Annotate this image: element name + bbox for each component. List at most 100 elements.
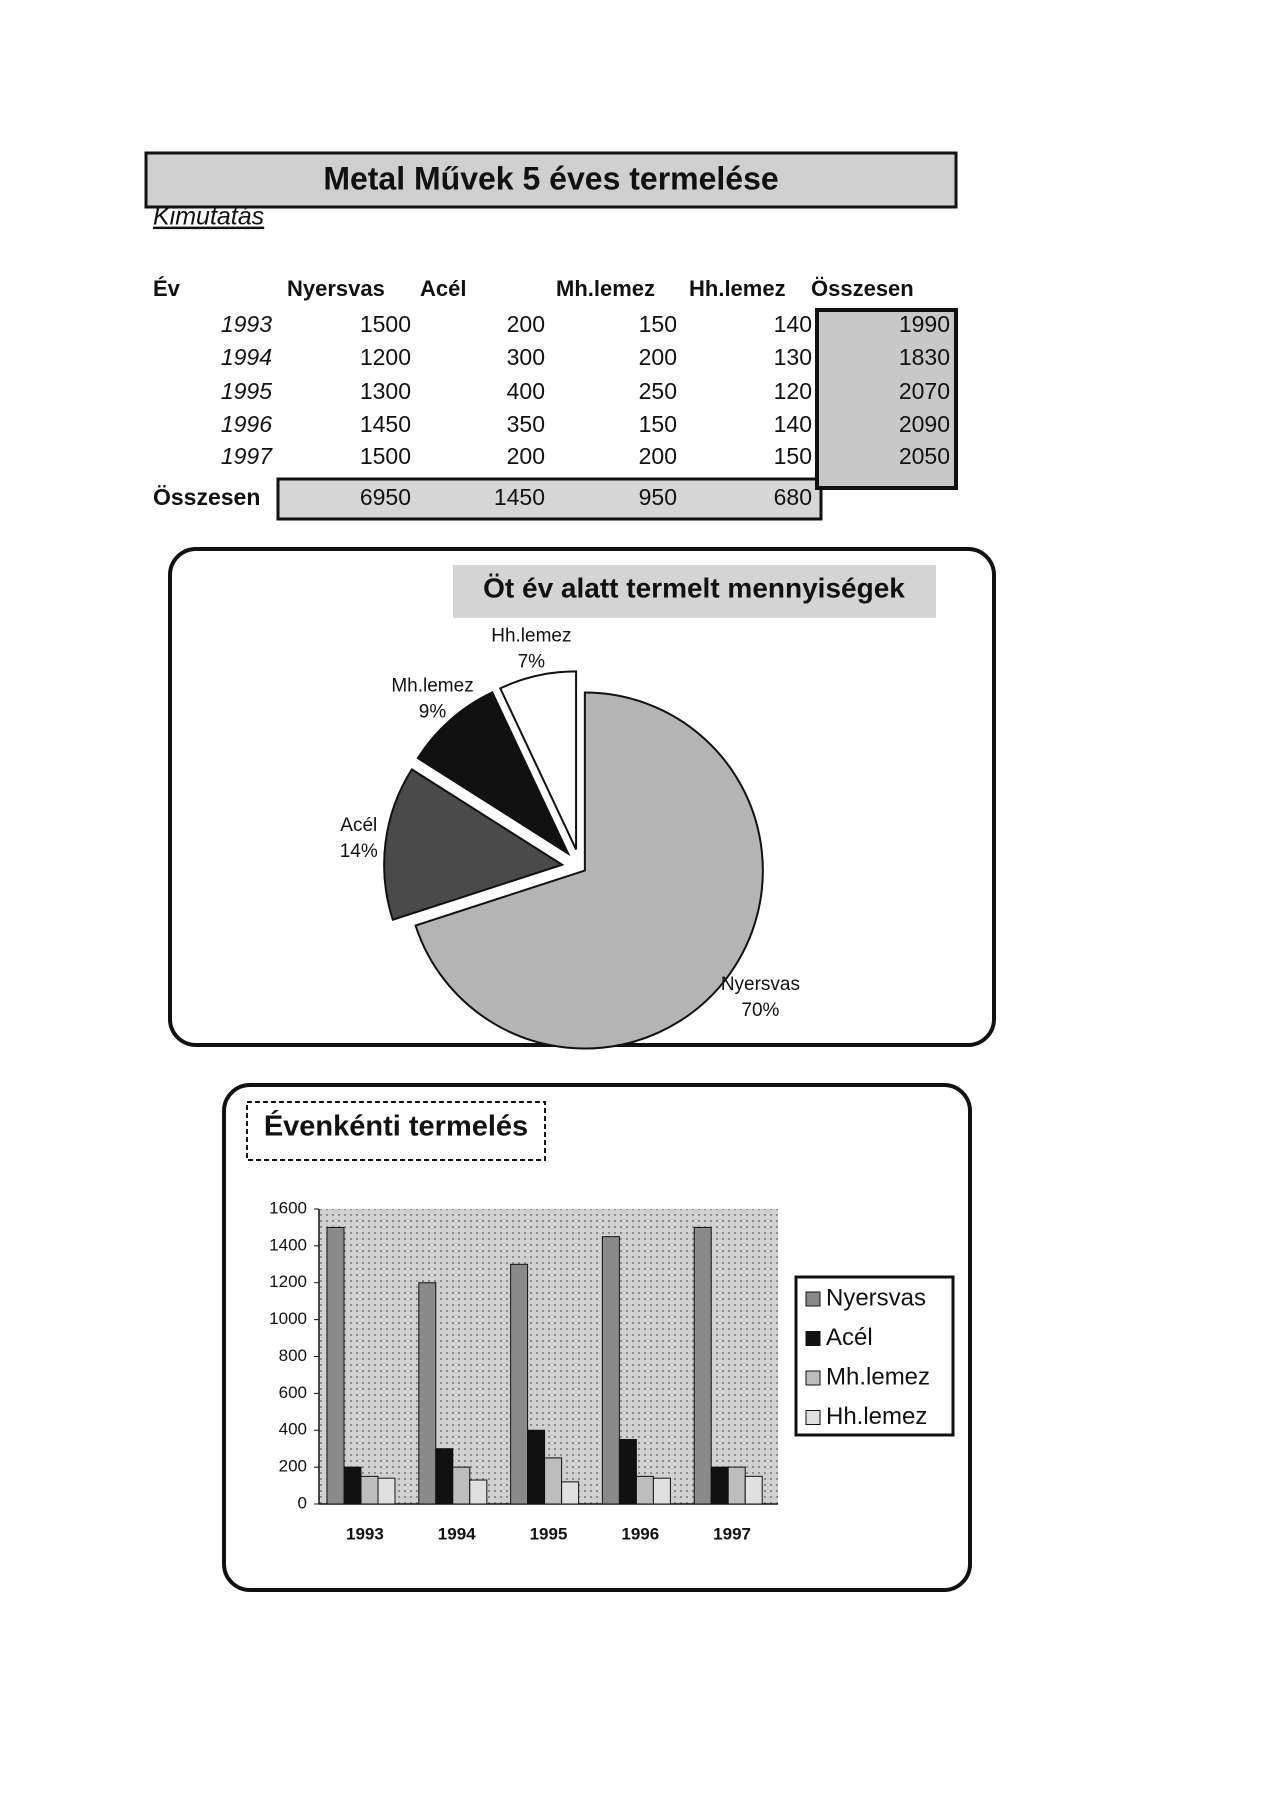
totals-box: [276, 477, 823, 521]
cell: 1500: [360, 311, 411, 337]
bar: [326, 1226, 345, 1505]
total-cell: 1450: [494, 484, 545, 510]
slice-label: Mh.lemez: [391, 676, 473, 697]
bar: [360, 1475, 379, 1505]
bar: [418, 1282, 437, 1505]
y-tick-label: 1000: [269, 1309, 307, 1328]
cell: 1450: [360, 411, 411, 437]
legend-label: Nyersvas: [826, 1284, 926, 1311]
total-cell: 680: [774, 484, 812, 510]
bar: [727, 1466, 746, 1505]
bar: [435, 1448, 454, 1505]
cell: 130: [774, 344, 812, 370]
bar-title-box: [246, 1101, 546, 1161]
slice-label: Hh.lemez: [491, 625, 571, 646]
y-tick-label: 400: [279, 1420, 307, 1439]
cell: 200: [639, 443, 677, 469]
cell: 140: [774, 411, 812, 437]
cell: 1990: [899, 311, 950, 337]
slice-label: Nyersvas: [721, 974, 800, 995]
x-tick-label: 1993: [346, 1524, 384, 1543]
title-box: [144, 151, 958, 209]
cell: 140: [774, 311, 812, 337]
bar: [618, 1438, 637, 1505]
column-header: Év: [153, 276, 181, 301]
bar: [710, 1466, 729, 1505]
y-tick-label: 600: [279, 1383, 307, 1402]
pie-slice: [416, 691, 571, 857]
legend-label: Hh.lemez: [826, 1403, 927, 1430]
y-tick-label: 800: [279, 1346, 307, 1365]
cell: 200: [639, 344, 677, 370]
pie-slice: [498, 670, 578, 850]
column-header: Mh.lemez: [556, 276, 655, 301]
y-tick-label: 0: [298, 1493, 307, 1512]
cell: 350: [507, 411, 545, 437]
legend-swatch: [805, 1331, 821, 1346]
legend-label: Mh.lemez: [826, 1363, 930, 1390]
cell: 150: [639, 311, 677, 337]
slice-value: 70%: [741, 1000, 779, 1021]
cell: 2090: [899, 411, 950, 437]
x-tick-label: 1997: [713, 1524, 751, 1543]
row-year: 1993: [221, 311, 272, 337]
bar: [343, 1466, 362, 1505]
legend-swatch: [805, 1410, 821, 1425]
slice-value: 14%: [340, 841, 378, 862]
row-year: 1996: [221, 411, 272, 437]
y-tick-label: 200: [279, 1457, 307, 1476]
chart-title: Évenkénti termelés: [264, 1109, 528, 1143]
cell: 1300: [360, 378, 411, 404]
sum-box: [815, 308, 958, 490]
cell: 120: [774, 378, 812, 404]
cell: 150: [774, 443, 812, 469]
column-header: Acél: [420, 276, 466, 301]
cell: 2050: [899, 443, 950, 469]
cell: 200: [507, 311, 545, 337]
subtitle: Kimutatás: [153, 203, 264, 231]
bar: [652, 1477, 671, 1505]
bar: [452, 1466, 471, 1505]
cell: 250: [639, 378, 677, 404]
slice-value: 7%: [518, 651, 546, 672]
bar: [693, 1226, 712, 1505]
total-label: Összesen: [153, 484, 260, 510]
total-cell: 6950: [360, 484, 411, 510]
legend-label: Acél: [826, 1324, 873, 1351]
cell: 200: [507, 443, 545, 469]
cell: 1830: [899, 344, 950, 370]
bar: [469, 1479, 488, 1505]
cell: 1500: [360, 443, 411, 469]
row-year: 1995: [221, 378, 272, 404]
column-header: Hh.lemez: [689, 276, 786, 301]
chart-title: Öt év alatt termelt mennyiségek: [483, 572, 905, 603]
bar: [527, 1429, 546, 1505]
bar: [601, 1236, 620, 1505]
x-tick-label: 1996: [621, 1524, 659, 1543]
legend-box: [794, 1275, 955, 1437]
bar: [544, 1457, 563, 1505]
bar: [635, 1475, 654, 1505]
cell: 1200: [360, 344, 411, 370]
bar: [561, 1481, 580, 1505]
pie-slice: [383, 767, 565, 922]
x-tick-label: 1994: [438, 1524, 476, 1543]
row-year: 1994: [221, 344, 272, 370]
legend-swatch: [805, 1370, 821, 1386]
column-header: Nyersvas: [287, 276, 385, 301]
x-tick-label: 1995: [530, 1524, 568, 1543]
cell: 2070: [899, 378, 950, 404]
page-title: Metal Művek 5 éves termelése: [323, 160, 778, 196]
total-cell: 950: [639, 484, 677, 510]
bar: [744, 1475, 763, 1505]
slice-label: Acél: [340, 815, 377, 836]
column-header: Összesen: [811, 276, 914, 301]
pie-slice: [414, 691, 764, 1050]
pie-title-box: [453, 565, 936, 618]
y-tick-label: 1200: [269, 1272, 307, 1291]
slice-value: 9%: [419, 702, 447, 723]
legend-swatch: [805, 1291, 821, 1307]
y-tick-label: 1600: [269, 1198, 307, 1217]
cell: 400: [507, 378, 545, 404]
